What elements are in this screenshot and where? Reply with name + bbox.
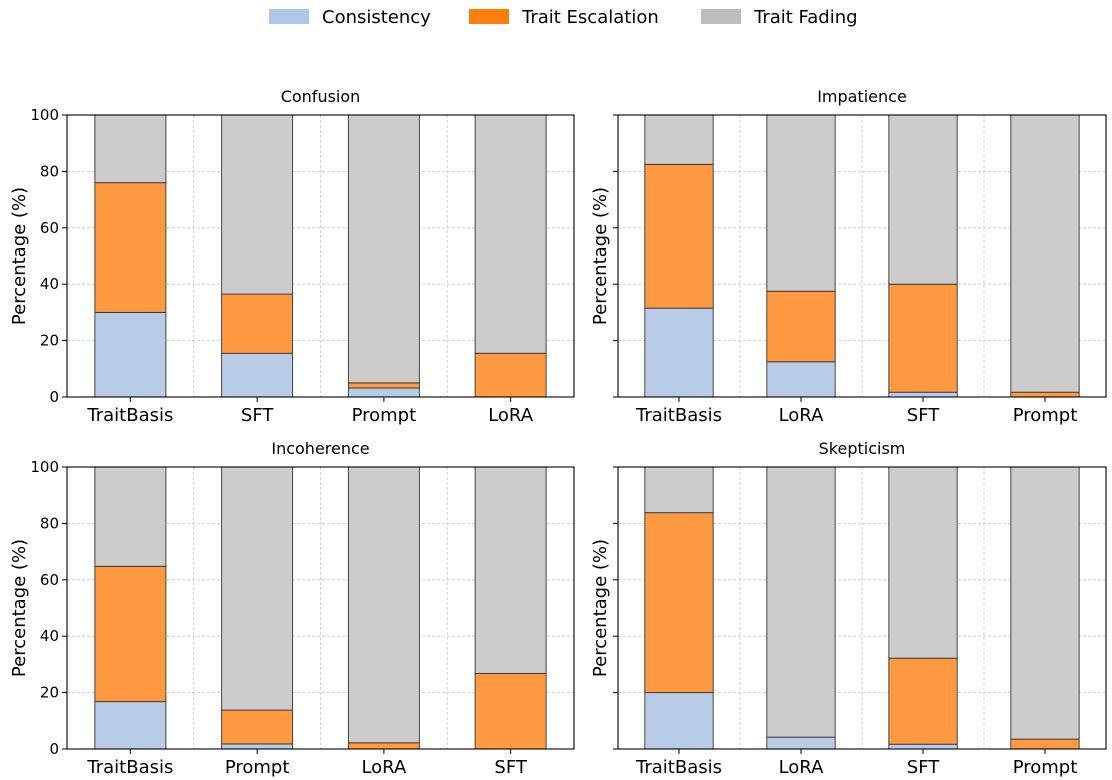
bar-segment	[221, 352, 294, 398]
y-tick-label: 100	[30, 106, 59, 124]
axes-frame	[66, 114, 575, 398]
x-tick-label: SFT	[907, 757, 940, 778]
y-tick-label: 40	[40, 275, 59, 293]
bar-segment	[347, 382, 420, 389]
panel-title: Confusion	[281, 87, 361, 106]
y-tick-label: 20	[40, 332, 59, 350]
legend-label: Consistency	[322, 7, 431, 28]
chart-panel: TraitBasis SFT Prompt LoRA 0 20 40 60 80 100 Confu…	[9, 87, 575, 426]
y-tick-label: 60	[40, 571, 59, 589]
y-axis-label: Percentage (%)	[590, 187, 611, 325]
legend-item: Trait Escalation	[469, 7, 659, 28]
bar-segment	[474, 672, 547, 750]
bar-segment	[644, 114, 714, 165]
bar-segment	[347, 114, 420, 384]
bar-segment	[644, 163, 714, 309]
bar-segment	[1010, 738, 1080, 750]
bar-segment	[1010, 114, 1080, 393]
legend-label: Trait Escalation	[521, 7, 659, 28]
x-tick-label: SFT	[494, 757, 527, 778]
bar-segment	[888, 114, 958, 285]
bar-segment	[766, 736, 836, 750]
y-axis-label: Percentage (%)	[590, 539, 611, 677]
y-tick-label: 0	[49, 388, 59, 406]
y-axis-label: Percentage (%)	[9, 539, 30, 677]
bar-segment	[644, 512, 714, 694]
x-tick-label: Prompt	[352, 405, 417, 426]
bar-segment	[221, 466, 294, 711]
legend-swatch	[701, 9, 741, 24]
x-tick-label: LoRA	[488, 405, 534, 426]
y-tick-label: 0	[49, 740, 59, 758]
x-tick-label: LoRA	[779, 757, 825, 778]
legend-item: Trait Fading	[701, 7, 858, 28]
bar-segment	[766, 114, 836, 292]
axes-frame	[66, 466, 575, 750]
bar-segment	[474, 352, 547, 398]
bar-segment	[94, 565, 167, 703]
panel-title: Impatience	[817, 87, 907, 106]
panel-title: Incoherence	[271, 439, 369, 458]
bar-segment	[221, 114, 294, 295]
bar-segment	[644, 466, 714, 514]
bar-segment	[888, 657, 958, 745]
x-tick-label: SFT	[907, 405, 940, 426]
bar-segment	[766, 466, 836, 738]
y-tick-label: 20	[40, 684, 59, 702]
x-tick-label: Prompt	[1013, 757, 1078, 778]
axes-frame	[617, 114, 1107, 398]
bar-segment	[474, 114, 547, 354]
bar-segment	[94, 466, 167, 567]
y-tick-label: 80	[40, 514, 59, 532]
x-tick-label: TraitBasis	[86, 405, 173, 426]
bar-segment	[888, 743, 958, 750]
bar-segment	[888, 391, 958, 398]
y-tick-label: 100	[30, 458, 59, 476]
bar-segment	[221, 743, 294, 750]
legend-swatch	[269, 9, 309, 24]
bar-segment	[888, 466, 958, 659]
chart-panel: TraitBasis LoRA SFT Prompt Impatience Percent…	[590, 87, 1107, 426]
x-tick-label: Prompt	[225, 757, 290, 778]
y-tick-label: 40	[40, 627, 59, 645]
bar-segment	[644, 692, 714, 750]
y-tick-label: 60	[40, 219, 59, 237]
bar-segment	[766, 290, 836, 363]
bar-segment	[347, 387, 420, 398]
chart-panel: TraitBasis LoRA SFT Prompt Skepticism Percent…	[590, 439, 1107, 778]
bar-segment	[1010, 391, 1080, 398]
bar-segment	[94, 114, 167, 184]
x-tick-label: Prompt	[1013, 405, 1078, 426]
bar-segment	[94, 182, 167, 313]
legend: Consistency Trait Escalation Trait Fading	[269, 7, 858, 28]
bar-segment	[644, 307, 714, 398]
bar-segment	[347, 742, 420, 750]
y-tick-label: 80	[40, 162, 59, 180]
chart-panel: TraitBasis Prompt LoRA SFT 0 20 40 60 80 100 Incoh…	[9, 439, 575, 778]
bar-segment	[474, 466, 547, 674]
x-tick-label: TraitBasis	[86, 757, 173, 778]
bar-segment	[888, 283, 958, 393]
bar-segment	[221, 293, 294, 354]
x-tick-label: LoRA	[779, 405, 825, 426]
bar-segment	[94, 701, 167, 750]
bar-segment	[766, 361, 836, 398]
axes-frame	[617, 466, 1107, 750]
legend-swatch	[469, 9, 509, 24]
y-axis-label: Percentage (%)	[9, 187, 30, 325]
bar-segment	[1010, 466, 1080, 740]
x-tick-label: SFT	[241, 405, 274, 426]
bar-segment	[221, 709, 294, 745]
panel-title: Skepticism	[819, 439, 906, 458]
bar-segment	[347, 466, 420, 744]
x-tick-label: TraitBasis	[635, 757, 722, 778]
bar-segment	[94, 311, 167, 398]
x-tick-label: LoRA	[361, 757, 407, 778]
x-tick-label: TraitBasis	[635, 405, 722, 426]
legend-label: Trait Fading	[753, 7, 858, 28]
legend-item: Consistency	[269, 7, 431, 28]
